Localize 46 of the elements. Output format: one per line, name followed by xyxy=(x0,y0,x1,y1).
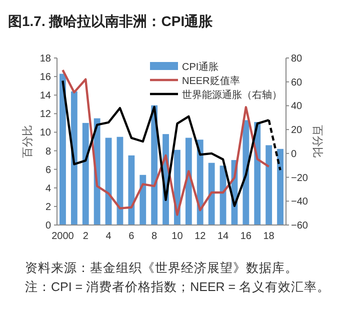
y-tick-label: 0 xyxy=(45,220,52,232)
y-tick-label: 6 xyxy=(45,164,52,176)
y2-tick-label: 40 xyxy=(291,101,303,112)
legend-label: 世界能源通胀（右轴） xyxy=(182,89,282,101)
x-tick-label: 2 xyxy=(82,231,89,242)
x-tick-label: 14 xyxy=(217,231,230,242)
bar xyxy=(116,136,124,225)
y-axis-title: 百分比 xyxy=(21,125,34,158)
y-tick-label: 12 xyxy=(40,109,52,120)
y2-tick-label: 0 xyxy=(291,148,297,160)
y2-tick-label: 80 xyxy=(291,54,303,64)
bar xyxy=(60,74,66,225)
y-tick-label: 2 xyxy=(45,202,52,213)
y2-tick-label: 20 xyxy=(291,125,303,136)
text: 注：CPI = 消费者价格指数；NEER = 名义有效汇率。 xyxy=(25,279,330,294)
y-tick-label: 18 xyxy=(40,54,52,64)
y2-tick-label: −60 xyxy=(291,220,308,232)
x-tick-label: 10 xyxy=(172,231,184,242)
x-tick-label: 12 xyxy=(194,231,206,242)
chart-title: 图1.7. 撒哈拉以南非洲：CPI通胀 xyxy=(8,13,214,29)
bar xyxy=(82,122,89,225)
bar xyxy=(277,148,284,225)
x-tick-label: 16 xyxy=(240,231,252,242)
y-tick-label: 16 xyxy=(40,72,52,84)
legend-label: CPI通胀 xyxy=(182,61,219,73)
bar xyxy=(70,91,78,225)
y2-tick-label: 60 xyxy=(291,77,303,88)
x-tick-label: 4 xyxy=(106,231,112,242)
y-tick-label: 8 xyxy=(45,146,52,158)
x-tick-label: 8 xyxy=(152,231,158,242)
bar xyxy=(140,174,146,225)
y-tick-label: 10 xyxy=(40,128,52,139)
bar xyxy=(208,162,215,225)
x-tick-label: 18 xyxy=(263,231,275,242)
y2-axis-title: 百分比 xyxy=(311,125,324,158)
y2-tick-label: −20 xyxy=(291,172,308,184)
bar xyxy=(266,145,272,225)
y-tick-label: 4 xyxy=(45,183,52,194)
y2-tick-label: −40 xyxy=(291,196,308,208)
x-tick-label: 2000 xyxy=(52,231,74,242)
text: 资料来源：基金组织《世界经济展望》数据库。 xyxy=(25,261,298,275)
bar xyxy=(128,155,135,225)
bar xyxy=(185,138,192,225)
x-tick-label: 6 xyxy=(128,231,135,242)
y-tick-label: 14 xyxy=(40,90,52,102)
legend-label: NEER贬值率 xyxy=(182,75,240,87)
